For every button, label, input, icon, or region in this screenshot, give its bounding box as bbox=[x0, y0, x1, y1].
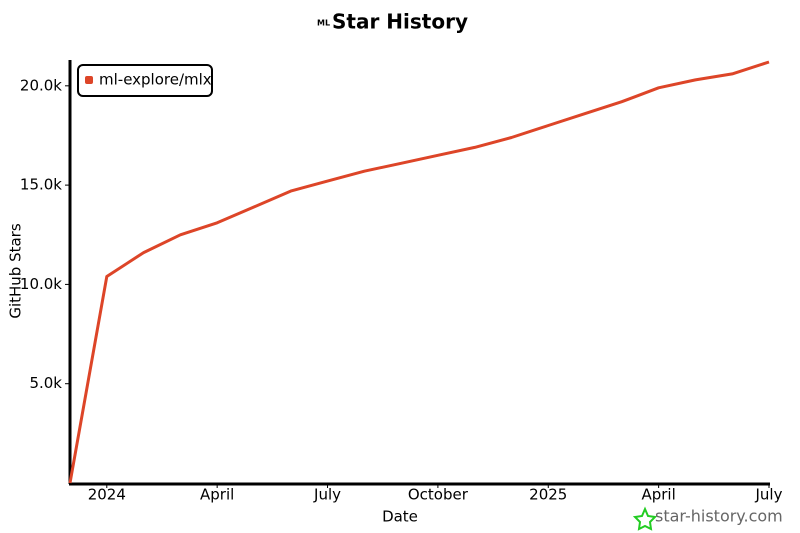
legend-box bbox=[77, 64, 213, 97]
logo-icon: ML bbox=[317, 19, 330, 28]
y-axis-label: GitHub Stars bbox=[7, 223, 25, 319]
x-tick-label: July bbox=[313, 486, 341, 504]
legend-swatch bbox=[85, 76, 93, 84]
logo: ML bbox=[317, 19, 330, 28]
x-tick-label: July bbox=[755, 486, 783, 504]
y-tick-label: 10.0k bbox=[20, 275, 62, 293]
watermark: star-history.com bbox=[655, 507, 783, 526]
watermark-icon bbox=[632, 506, 658, 531]
x-tick-label: 2025 bbox=[529, 486, 567, 504]
x-axis-label: Date bbox=[382, 508, 418, 526]
x-tick-label: October bbox=[408, 486, 469, 504]
chart-title: Star History bbox=[332, 10, 468, 34]
y-tick-label: 5.0k bbox=[29, 374, 62, 392]
x-tick-label: April bbox=[200, 486, 234, 504]
y-tick-label: 20.0k bbox=[20, 76, 62, 94]
x-tick-label: 2024 bbox=[88, 486, 126, 504]
y-tick-label: 15.0k bbox=[20, 176, 62, 194]
line bbox=[68, 60, 770, 484]
legend-label: ml-explore/mlx bbox=[99, 71, 212, 89]
x-tick-label: April bbox=[641, 486, 675, 504]
